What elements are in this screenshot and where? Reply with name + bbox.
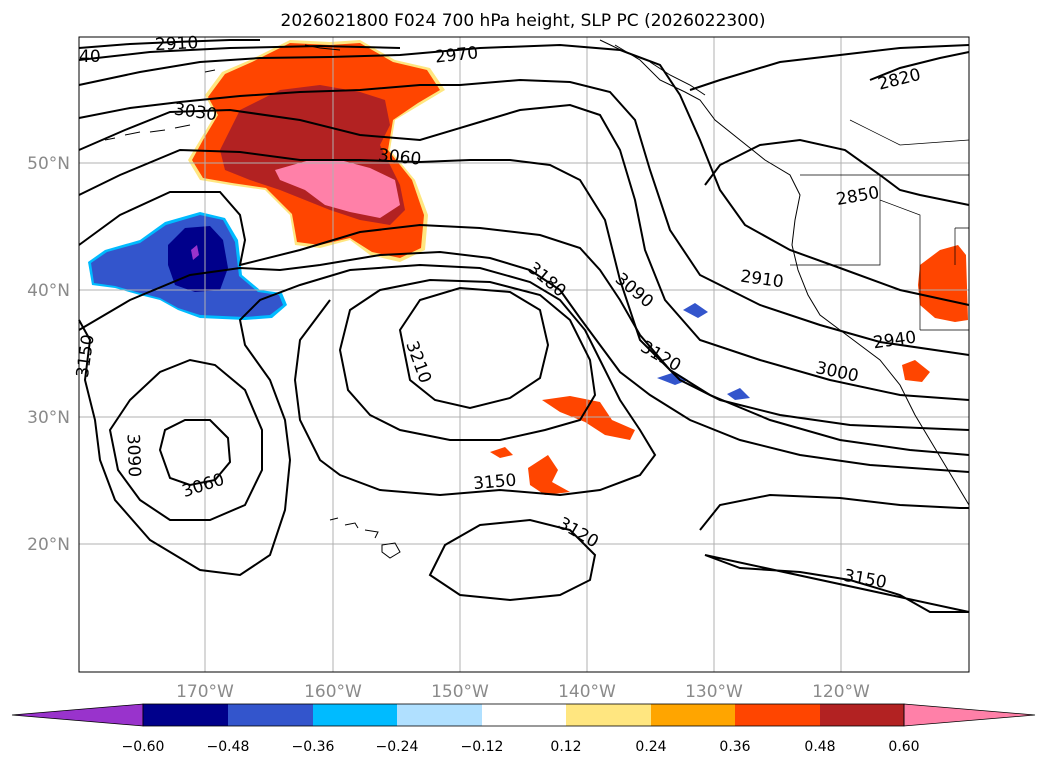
colorbar-under-arrow [11,703,144,727]
contour-3120-low [428,518,597,602]
contour-2820 [869,51,970,81]
colorbar-tick-label: −0.48 [207,739,250,755]
contour-3180 [338,278,597,441]
positive-anomaly-small [490,447,513,458]
contour-label-3090-left: 3090 [122,433,143,477]
contour-labels: 2910 40 2970 3030 3060 2820 2850 2910 29… [73,33,923,593]
colorbar-bin-2 [228,704,313,726]
contour-label-2970: 2970 [434,43,479,67]
map-title: 2026021800 F024 700 hPa height, SLP PC (… [281,11,766,31]
colorbar-bin-1 [143,704,228,726]
latitude-labels: 50°N 40°N 30°N 20°N [27,154,70,555]
lat-label-20n: 20°N [27,535,70,555]
coastlines [104,39,970,559]
lon-label-170w: 170°W [176,682,234,702]
colorbar-tick-label: 0.48 [804,739,835,755]
colorbar-over-arrow [903,703,1036,727]
contour-3000 [78,78,970,356]
lat-label-30n: 30°N [27,408,70,428]
contour-2970 [78,43,970,306]
negative-anomaly-west-navy [168,226,228,292]
positive-anomaly-baja [902,360,930,382]
positive-anomaly-mid [542,396,635,440]
colorbar-tick-label: −0.12 [461,739,504,755]
negative-anomaly-west-purple [191,245,199,260]
longitude-labels: 170°W 160°W 150°W 140°W 130°W 120°W [176,682,870,702]
colorbar-tick-label: 0.12 [550,739,581,755]
colorbar-bin-7 [651,704,735,726]
contour-3060-top [78,148,970,431]
colorbar-frame [142,703,905,727]
colorbar-bin-5 [482,704,566,726]
contour-3030 [78,103,970,401]
contour-3210 [398,286,550,410]
colorbar-bin-9 [820,704,904,726]
lon-label-120w: 120°W [812,682,870,702]
colorbar-tick-label: −0.36 [292,739,335,755]
hawaii-islands [329,517,401,559]
contour-3150-right [699,493,970,613]
lon-label-150w: 150°W [431,682,489,702]
contour-3060-low [158,419,232,487]
height-contours [78,39,970,613]
map-frame [78,36,970,673]
north-america-coast [614,44,970,506]
state-borders [790,119,970,331]
contour-label-3150-mid: 3150 [472,470,517,494]
contour-2910-top [78,39,260,49]
contour-label-40-edge: 40 [79,47,101,67]
lat-label-50n: 50°N [27,154,70,174]
lon-label-130w: 130°W [685,682,743,702]
colorbar-bin-4 [397,704,482,726]
colorbar-tick-label: −0.60 [122,739,165,755]
colorbar-ticks: −0.60 −0.48 −0.36 −0.24 −0.12 0.12 0.24 … [122,739,920,755]
colorbar-tick-label: 0.36 [719,739,750,755]
contour-2940-top [78,44,401,61]
colorbar-bin-8 [735,704,820,726]
anomaly-fills [88,40,968,495]
positive-anomaly-south [528,455,570,495]
lon-label-140w: 140°W [558,682,616,702]
contour-2850 [704,138,970,206]
contour-3150-outer [78,263,657,577]
colorbar-tick-label: 0.60 [888,739,919,755]
contour-2880 [689,44,970,91]
positive-anomaly-north-pink [275,160,400,218]
contour-3120 [78,250,970,473]
negative-anomaly-small-3 [727,388,750,400]
contour-label-2910-top: 2910 [155,33,199,55]
contour-3090-low [108,358,263,521]
contour-label-3060-top: 3060 [377,145,422,169]
colorbar-bin-6 [566,704,651,726]
aleutian-islands [104,44,341,141]
colorbar-tick-label: −0.24 [376,739,419,755]
lat-label-40n: 40°N [27,281,70,301]
colorbar-tick-label: 0.24 [635,739,666,755]
lon-label-160w: 160°W [304,682,362,702]
colorbar: −0.60 −0.48 −0.36 −0.24 −0.12 0.12 0.24 … [11,703,1036,755]
colorbar-bin-3 [313,704,397,726]
negative-anomaly-small-1 [683,303,708,318]
contour-3090 [78,191,970,456]
